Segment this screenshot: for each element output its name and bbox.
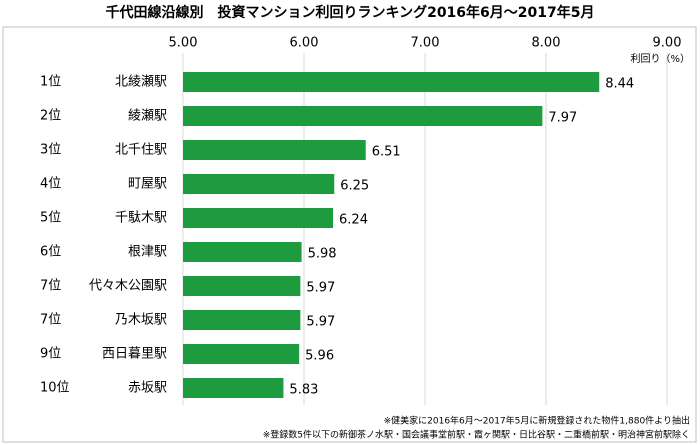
- y-tick-label: 代々木公園駅: [89, 279, 167, 294]
- x-tick-label: 5.00: [169, 36, 198, 51]
- x-tick-label: 6.00: [290, 36, 319, 51]
- rank-label: 7位: [40, 279, 61, 294]
- value-label: 5.96: [305, 349, 334, 364]
- footnote: ※健美家に2016年6月～2017年5月に新規登録された物件1,880件より抽出: [384, 415, 690, 427]
- value-label: 6.24: [339, 213, 368, 228]
- rank-label: 4位: [40, 177, 61, 192]
- rank-label: 1位: [40, 75, 61, 90]
- y-tick-label: 北綾瀬駅: [115, 74, 167, 90]
- rank-label: 3位: [40, 143, 61, 158]
- footnote: ※登録数5件以下の新御茶ノ水駅・国会議事堂前駅・霞ヶ関駅・日比谷駅・二重橋前駅・…: [263, 429, 690, 441]
- rank-label: 9位: [40, 347, 61, 362]
- value-label: 5.98: [308, 247, 337, 262]
- y-tick-label: 綾瀬駅: [128, 108, 167, 124]
- value-label: 5.97: [306, 315, 335, 330]
- y-tick-label: 赤坂駅: [128, 381, 167, 396]
- y-tick-label: 西日暮里駅: [102, 347, 167, 362]
- y-tick-label: 千駄木駅: [115, 211, 167, 226]
- x-tick-label: 7.00: [411, 36, 440, 51]
- value-label: 5.83: [289, 383, 318, 398]
- bar: [183, 276, 301, 296]
- x-tick-label: 8.00: [532, 36, 561, 51]
- bar: [183, 310, 301, 330]
- rank-label: 7位: [40, 313, 61, 328]
- bar: [183, 72, 600, 92]
- rank-label: 2位: [40, 109, 61, 124]
- rank-label: 5位: [40, 211, 61, 226]
- chart-border: [2, 26, 697, 443]
- axis-label: 利回り（%）: [630, 53, 690, 65]
- bar: [183, 344, 300, 364]
- bar: [183, 174, 335, 194]
- bar: [183, 242, 302, 262]
- value-label: 6.51: [372, 145, 401, 160]
- bar: [183, 106, 543, 126]
- rank-label: 6位: [40, 245, 61, 260]
- y-tick-label: 乃木坂駅: [115, 313, 167, 328]
- y-tick-label: 町屋駅: [128, 177, 167, 192]
- value-label: 7.97: [548, 111, 577, 126]
- value-label: 5.97: [306, 281, 335, 296]
- value-label: 6.25: [340, 179, 369, 194]
- value-label: 8.44: [605, 77, 634, 92]
- x-tick-label: 9.00: [653, 36, 682, 51]
- y-tick-label: 根津駅: [128, 245, 167, 260]
- bar: [183, 208, 334, 228]
- rank-label: 10位: [40, 381, 70, 396]
- y-tick-label: 北千住駅: [115, 143, 167, 158]
- chart-title: 千代田線沿線別 投資マンション利回りランキング2016年6月～2017年5月: [106, 4, 595, 21]
- bar: [183, 378, 284, 398]
- bar: [183, 140, 366, 160]
